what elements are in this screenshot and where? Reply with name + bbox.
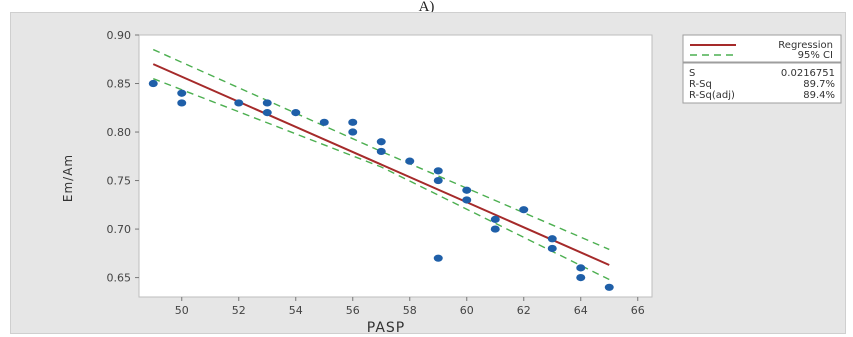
x-tick-label: 66: [631, 304, 645, 317]
confidence-interval-lines: [152, 48, 610, 281]
stat-label-rsq: R-Sq: [689, 79, 712, 90]
data-point: [462, 186, 472, 194]
y-axis-title: Em/Am: [61, 154, 75, 202]
data-point: [576, 264, 586, 272]
stat-label-rsq-adj: R-Sq(adj): [689, 90, 735, 101]
legend-box: Regression 95% CI: [682, 34, 842, 63]
legend-ci-label: 95% CI: [798, 50, 833, 61]
data-point: [547, 235, 557, 243]
stats-box: S 0.0216751 R-Sq 89.7% R-Sq(adj) 89.4%: [682, 62, 842, 104]
stat-value-s: 0.0216751: [781, 68, 835, 79]
data-point: [177, 89, 187, 97]
y-tick-label: 0.90: [107, 29, 132, 42]
y-axis-ticks: 0.65 0.70 0.75 0.80 0.85 0.90: [107, 29, 139, 285]
data-point: [262, 99, 272, 107]
data-point: [262, 109, 272, 117]
y-tick-label: 0.70: [107, 223, 132, 236]
data-point: [376, 138, 386, 146]
data-point: [433, 167, 443, 175]
data-point: [462, 196, 472, 204]
stat-value-rsq: 89.7%: [803, 79, 835, 90]
data-point: [348, 128, 358, 136]
y-tick-label: 0.65: [107, 272, 132, 285]
x-tick-label: 56: [346, 304, 360, 317]
x-tick-label: 62: [517, 304, 531, 317]
regression-line: [152, 63, 610, 266]
data-point: [177, 99, 187, 107]
x-axis-ticks: 50 52 54 56 58 60 62 64 66: [175, 297, 645, 317]
x-tick-label: 60: [460, 304, 474, 317]
data-points: [148, 79, 614, 291]
legend-regression-label: Regression: [778, 40, 833, 51]
stat-label-s: S: [689, 68, 695, 79]
x-tick-label: 58: [403, 304, 417, 317]
data-point: [376, 147, 386, 156]
x-tick-label: 50: [175, 304, 189, 317]
data-point: [291, 109, 301, 117]
data-point: [490, 225, 500, 233]
data-point: [319, 118, 329, 126]
y-tick-label: 0.85: [107, 78, 132, 91]
data-point: [348, 118, 358, 126]
figure-caption: A): [418, 0, 435, 15]
data-point: [490, 215, 500, 223]
stat-value-rsq-adj: 89.4%: [803, 90, 835, 101]
plot-area: [138, 34, 653, 298]
y-tick-label: 0.80: [107, 126, 132, 139]
x-tick-label: 52: [232, 304, 246, 317]
data-point: [576, 273, 586, 282]
data-point: [148, 79, 158, 88]
ci-lower-line: [152, 78, 610, 281]
data-point: [433, 254, 443, 262]
data-point: [547, 244, 557, 253]
y-tick-label: 0.75: [107, 175, 132, 188]
x-axis-title: PASP: [367, 320, 405, 336]
data-point: [234, 99, 244, 107]
data-point: [519, 206, 529, 214]
x-tick-label: 54: [289, 304, 303, 317]
regression-line-group: [152, 63, 610, 266]
data-point: [405, 157, 415, 165]
x-tick-label: 64: [574, 304, 588, 317]
data-point: [433, 176, 443, 185]
data-point: [604, 283, 614, 291]
